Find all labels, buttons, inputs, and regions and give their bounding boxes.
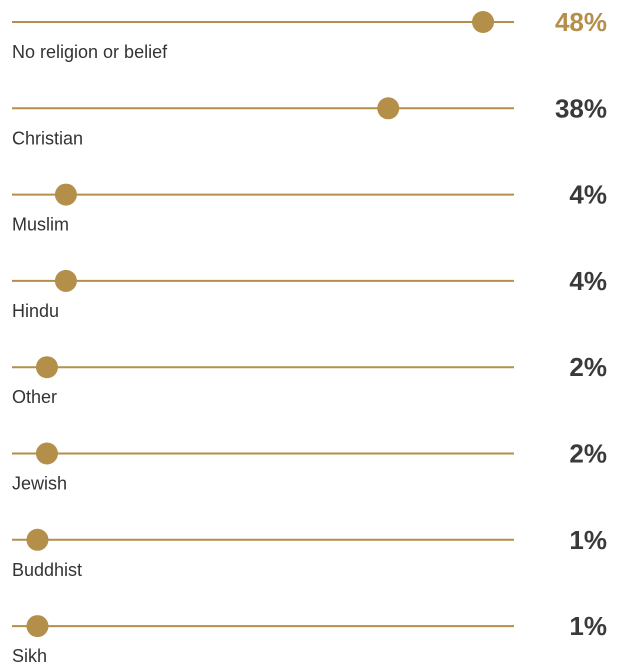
data-point [377, 97, 400, 120]
category-label: Jewish [12, 474, 67, 494]
data-point [35, 442, 58, 465]
value-label: 1% [569, 525, 607, 555]
value-label: 4% [569, 180, 607, 210]
value-label: 2% [569, 352, 607, 382]
data-point [54, 269, 77, 292]
data-point [472, 11, 495, 33]
category-label: Sikh [12, 646, 47, 666]
data-point [26, 528, 49, 551]
category-label: Christian [12, 128, 83, 148]
value-label: 2% [569, 439, 607, 469]
category-label: No religion or belief [12, 42, 168, 62]
value-label: 48% [555, 7, 607, 37]
data-point [26, 615, 49, 638]
category-label: Other [12, 387, 57, 407]
category-label: Muslim [12, 215, 69, 235]
category-label: Hindu [12, 301, 59, 321]
value-label: 4% [569, 266, 607, 296]
value-label: 1% [569, 611, 607, 641]
category-label: Buddhist [12, 560, 82, 580]
value-label: 38% [555, 93, 607, 123]
data-point [54, 183, 77, 206]
data-point [35, 356, 58, 379]
